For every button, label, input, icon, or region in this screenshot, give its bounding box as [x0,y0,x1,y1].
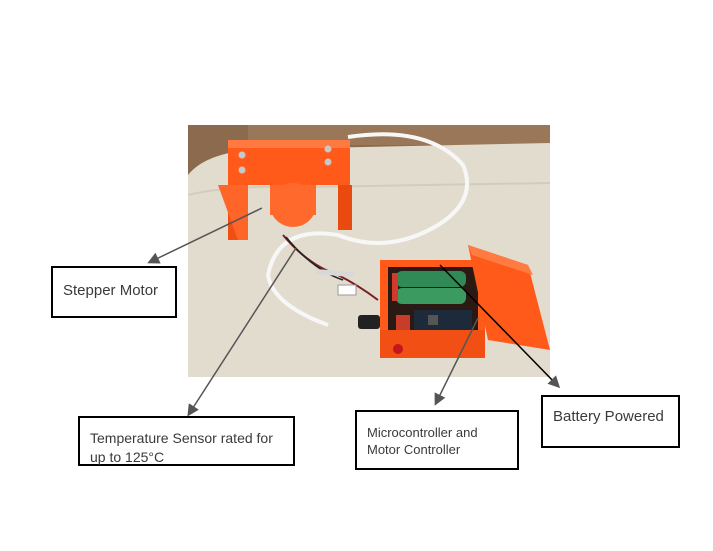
callout-stepper-motor: Stepper Motor [51,266,177,318]
callout-temperature-sensor-text: Temperature Sensor rated for up to 125°C [90,430,273,465]
battery-cell [396,271,466,287]
callout-microcontroller: Microcontroller and Motor Controller [355,410,519,470]
callout-battery-text: Battery Powered [553,408,664,425]
callout-microcontroller-text: Microcontroller and Motor Controller [367,425,478,457]
power-switch [393,344,403,354]
device-photo [188,125,550,377]
callout-stepper-motor-text: Stepper Motor [63,282,159,299]
temperature-probe [315,269,354,278]
callout-temperature-sensor: Temperature Sensor rated for up to 125°C [78,416,295,466]
microcontroller-board [414,310,472,332]
battery-cell [396,288,466,304]
callout-battery: Battery Powered [541,395,680,448]
stepper-motor-bracket [218,140,352,240]
